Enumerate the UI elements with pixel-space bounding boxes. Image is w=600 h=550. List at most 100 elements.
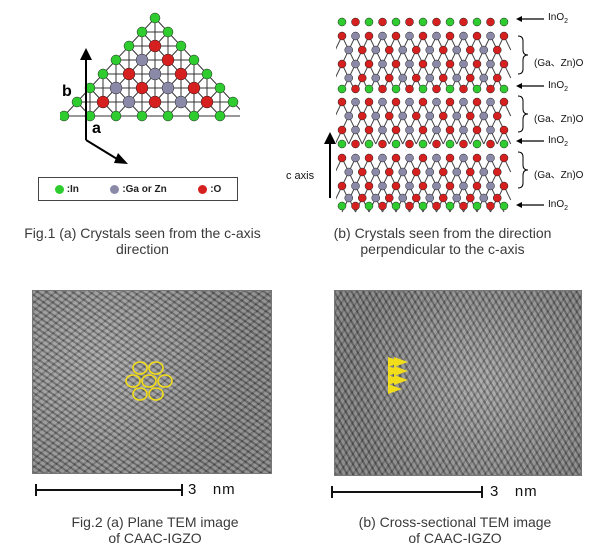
ga-zn-o-atom <box>486 31 495 41</box>
ga-zn-o-atom <box>432 125 441 135</box>
ga-zn-o-atom <box>351 153 360 163</box>
ga-zn-o-atom <box>486 59 495 69</box>
ga-zn-o-atom <box>398 193 407 203</box>
ino2-label-4: InO2 <box>548 199 569 212</box>
ga-zn-o-atom <box>499 153 509 163</box>
ga-zn-o-atom <box>459 181 468 191</box>
ga-zn-o-atom <box>385 167 394 177</box>
ga-zn-o-atom <box>337 31 347 41</box>
indium-atom <box>162 26 174 38</box>
ga-zn-o-atom <box>371 167 380 177</box>
gazno-label-3: (Ga、Zn)O <box>534 170 584 181</box>
ino2-plane-atom <box>337 84 347 94</box>
axis-a-label: a <box>92 120 101 137</box>
ino2-plane-atom <box>351 84 360 94</box>
ga-zn-o-atom <box>398 73 407 83</box>
indium-atom <box>214 110 226 122</box>
ga-zn-o-atom <box>425 111 434 121</box>
ga-zn-o-atom <box>412 73 421 83</box>
ino2-plane-atom <box>432 84 441 94</box>
ga-zn-o-atom <box>493 167 502 177</box>
gazno-label-1: (Ga、Zn)O <box>534 58 584 69</box>
ino2-plane-atom <box>445 17 455 27</box>
ino2-plane-atom <box>499 17 509 27</box>
ga-zn-o-atom <box>445 153 455 163</box>
ga-zn-o-atom <box>486 181 495 191</box>
ga-zn-o-atom <box>364 59 374 69</box>
ga-zn-o-atom <box>445 97 455 107</box>
ino2-plane-atom <box>432 17 441 27</box>
c-axis-arrow <box>324 132 336 198</box>
fig1b-caption: (b) Crystals seen from the direction per… <box>300 225 585 257</box>
ga-zn-o-atom <box>351 125 360 135</box>
ino2-plane-atom <box>364 84 374 94</box>
fig2a-caption-line2: of CAAC-IGZO <box>108 530 202 546</box>
ga-zn-o-atom <box>445 59 455 69</box>
ga-zn-o-atom <box>344 45 353 55</box>
ino2-plane-atom <box>391 201 401 211</box>
ga-zn-o-atom <box>439 45 448 55</box>
ga-zn-o-atom <box>405 181 414 191</box>
ga-zn-o-atom <box>452 45 461 55</box>
ga-zn-o-atom <box>486 97 495 107</box>
ino2-plane-atom <box>418 139 428 149</box>
ga-zn-o-atom <box>466 73 475 83</box>
ino2-plane-atom <box>391 139 401 149</box>
ino2-plane-atom <box>472 139 482 149</box>
legend-item-gazn: :Ga or Zn <box>110 184 167 195</box>
indium-atom <box>110 110 122 122</box>
indium-atom <box>136 110 148 122</box>
ga-zn-o-atom <box>412 111 421 121</box>
ino2-plane-atom <box>405 84 414 94</box>
ga-zn-o-atom <box>432 181 441 191</box>
fig2b-caption-line2: of CAAC-IGZO <box>408 530 502 546</box>
lattice-atom <box>135 53 149 67</box>
ga-zn-o-atom <box>344 111 353 121</box>
ga-zn-o-atom <box>391 153 401 163</box>
fig2b-cross-sectional-tem-image <box>334 290 582 476</box>
fig2b-caption-line1: (b) Cross-sectional TEM image <box>358 514 552 530</box>
ga-zn-o-atom <box>493 73 502 83</box>
ga-zn-o-atom <box>472 153 482 163</box>
indium-atom <box>201 68 213 80</box>
ino2-plane-atom <box>432 201 441 211</box>
ga-zn-o-atom <box>452 167 461 177</box>
ga-zn-o-atom <box>371 111 380 121</box>
indium-atom <box>110 54 122 66</box>
ga-zn-o-atom <box>391 31 401 41</box>
ga-zn-o-atom <box>425 45 434 55</box>
ino2-plane-atom <box>472 84 482 94</box>
lattice-atom <box>148 39 162 53</box>
ga-zn-o-atom <box>493 111 502 121</box>
indium-atom <box>123 40 135 52</box>
ino2-plane-atom <box>391 84 401 94</box>
ino2-label-1: InO2 <box>548 12 569 25</box>
ino2-plane-atom <box>378 201 387 211</box>
ga-zn-o-atom <box>466 45 475 55</box>
legend-item-in: :In <box>54 184 79 195</box>
axis-b-label: b <box>62 83 72 100</box>
ino2-plane-atom <box>418 201 428 211</box>
ino2-plane-atom <box>499 201 509 211</box>
fig2a-scale-bar <box>35 484 183 496</box>
ino2-plane-atom <box>472 17 482 27</box>
ino2-plane-atom <box>459 139 468 149</box>
indium-atom <box>71 96 83 108</box>
ga-zn-o-atom <box>337 181 347 191</box>
ga-zn-o-atom <box>364 153 374 163</box>
ga-zn-o-atom <box>452 111 461 121</box>
ga-zn-o-atom <box>479 45 488 55</box>
ga-zn-o-atom <box>432 59 441 69</box>
fig1a-caption-line2: direction <box>116 241 169 257</box>
ino2-plane-atom <box>418 84 428 94</box>
lattice-atom <box>148 67 162 81</box>
ga-zn-o-atom <box>371 193 380 203</box>
ga-zn-o-atom <box>378 97 387 107</box>
ga-zn-o-atom <box>445 125 455 135</box>
ino2-plane-atom <box>364 139 374 149</box>
ga-zn-o-atom <box>459 97 468 107</box>
lattice-atom <box>122 95 136 109</box>
ino2-plane-atom <box>351 139 360 149</box>
lattice-atom <box>109 81 123 95</box>
ga-zn-o-atom <box>391 97 401 107</box>
